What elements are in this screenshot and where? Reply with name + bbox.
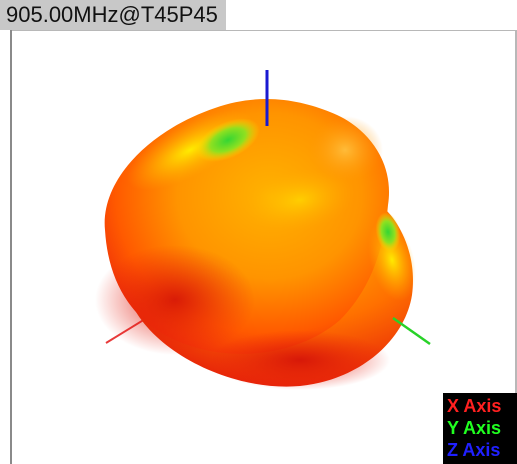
legend-x-axis: X Axis	[447, 396, 502, 416]
viewport-frame-right	[515, 30, 517, 464]
y-axis-line	[392, 316, 431, 346]
pattern-null-top	[196, 118, 260, 162]
axis-legend: X Axis Y Axis Z Axis	[443, 393, 517, 464]
pattern-yellow-center	[245, 168, 355, 232]
pattern-null-right	[375, 212, 401, 252]
viewport-frame-top	[10, 30, 517, 31]
legend-z-axis: Z Axis	[447, 440, 501, 460]
pattern-bulge-highlight	[307, 116, 383, 184]
pattern-shadow-bottom	[210, 330, 390, 390]
pattern-shadow-region	[95, 245, 255, 355]
frequency-title: 905.00MHz@T45P45	[0, 0, 226, 30]
viewport-frame-left	[10, 30, 12, 464]
legend-y-axis: Y Axis	[447, 418, 502, 438]
